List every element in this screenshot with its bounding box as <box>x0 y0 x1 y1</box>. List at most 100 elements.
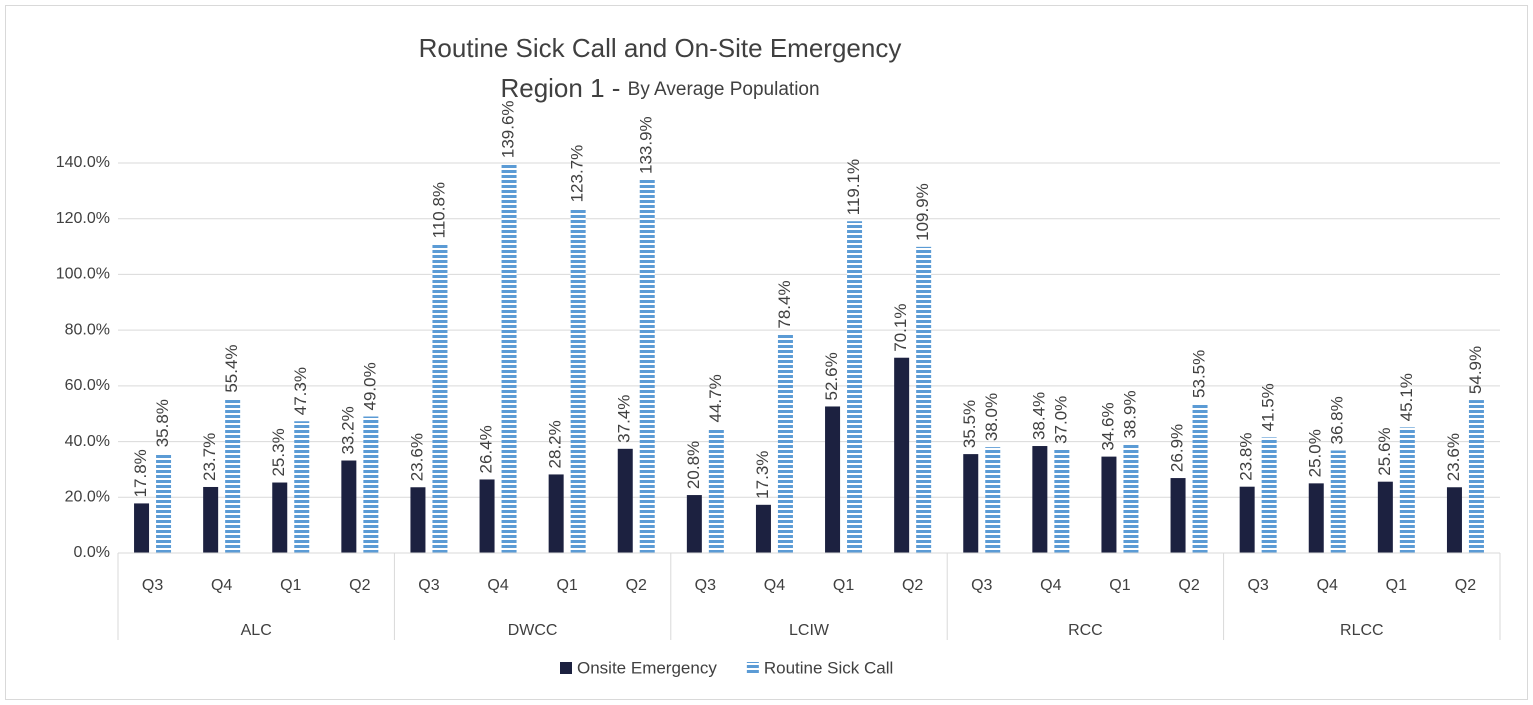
bar <box>708 428 724 553</box>
y-tick-label: 100.0% <box>56 266 110 283</box>
bar <box>1468 400 1484 553</box>
data-label: 44.7% <box>706 374 725 422</box>
data-label: 49.0% <box>360 362 379 410</box>
data-label: 23.6% <box>1444 433 1463 481</box>
data-label: 109.9% <box>913 183 932 241</box>
x-tick-label: Q1 <box>280 577 301 594</box>
y-tick-label: 0.0% <box>74 544 110 561</box>
bar <box>410 487 426 553</box>
bar <box>617 448 633 553</box>
data-label: 38.0% <box>982 393 1001 441</box>
bar <box>755 504 771 553</box>
legend-label: Onsite Emergency <box>577 658 717 677</box>
x-tick-label: Q4 <box>211 577 232 594</box>
bar <box>639 179 655 553</box>
x-tick-label: Q1 <box>1109 577 1130 594</box>
data-label: 38.4% <box>1029 392 1048 440</box>
data-label: 28.2% <box>546 420 565 468</box>
legend-swatch <box>560 662 572 674</box>
data-label: 26.4% <box>477 425 496 473</box>
data-label: 53.5% <box>1190 350 1209 398</box>
x-tick-label: Q2 <box>626 577 647 594</box>
data-label: 34.6% <box>1098 402 1117 450</box>
group-label: ALC <box>241 622 272 639</box>
data-label: 37.0% <box>1051 396 1070 444</box>
y-tick-label: 20.0% <box>65 489 110 506</box>
bar <box>916 246 932 553</box>
y-tick-label: 80.0% <box>65 321 110 338</box>
data-label: 78.4% <box>775 280 794 328</box>
data-label: 38.9% <box>1120 390 1139 438</box>
bar <box>1123 444 1139 553</box>
y-tick-label: 140.0% <box>56 154 110 171</box>
bar <box>847 221 863 553</box>
legend-swatch <box>746 662 759 674</box>
data-label: 45.1% <box>1397 373 1416 421</box>
data-label: 37.4% <box>615 395 634 443</box>
bar <box>134 503 150 553</box>
x-tick-label: Q3 <box>418 577 439 594</box>
bar <box>1054 449 1070 553</box>
x-tick-label: Q4 <box>487 577 508 594</box>
bar <box>570 208 586 553</box>
bar <box>1330 450 1346 553</box>
bar <box>963 454 979 553</box>
x-tick-label: Q3 <box>1247 577 1268 594</box>
y-tick-label: 60.0% <box>65 377 110 394</box>
chart-title: Routine Sick Call and On-Site Emergency <box>419 33 902 63</box>
bar <box>1261 437 1277 553</box>
data-label: 36.8% <box>1328 396 1347 444</box>
bar <box>1239 486 1255 553</box>
chart-subtitle: Region 1 - By Average Population <box>500 73 819 103</box>
group-label: RLCC <box>1340 622 1384 639</box>
x-tick-label: Q4 <box>1317 577 1338 594</box>
bar <box>1308 483 1324 553</box>
legend: Onsite Emergency Routine Sick Call <box>560 658 893 677</box>
data-label: 110.8% <box>429 182 448 238</box>
bar <box>777 334 793 553</box>
data-label: 133.9% <box>637 116 656 174</box>
x-tick-label: Q1 <box>833 577 854 594</box>
data-label: 17.8% <box>131 449 150 497</box>
x-tick-label: Q1 <box>1386 577 1407 594</box>
x-tick-label: Q1 <box>556 577 577 594</box>
x-tick-label: Q3 <box>142 577 163 594</box>
data-label: 35.8% <box>153 399 172 447</box>
bar <box>156 453 172 553</box>
bar <box>225 398 241 553</box>
data-label: 55.4% <box>222 344 241 392</box>
data-label: 70.1% <box>891 304 910 352</box>
bar <box>894 357 910 553</box>
x-tick-label: Q4 <box>1040 577 1061 594</box>
x-tick-label: Q2 <box>1455 577 1476 594</box>
bar <box>825 406 841 553</box>
x-tick-label: Q3 <box>971 577 992 594</box>
data-label: 20.8% <box>684 441 703 489</box>
bar <box>1192 403 1208 553</box>
bar <box>1032 446 1048 553</box>
data-label: 41.5% <box>1259 383 1278 431</box>
data-label: 23.7% <box>200 433 219 481</box>
bar <box>479 479 495 553</box>
bar <box>272 482 288 553</box>
x-tick-label: Q3 <box>695 577 716 594</box>
legend-label: Routine Sick Call <box>764 658 893 677</box>
data-label: 23.6% <box>407 433 426 481</box>
data-label: 52.6% <box>822 352 841 400</box>
bar <box>548 474 564 553</box>
bar <box>294 421 310 553</box>
group-label: RCC <box>1068 622 1103 639</box>
bar <box>1101 456 1117 553</box>
data-label: 123.7% <box>568 145 587 203</box>
subtitle-main: Region 1 - <box>500 73 627 103</box>
data-label: 47.3% <box>291 367 310 415</box>
data-label: 25.3% <box>269 428 288 476</box>
subtitle-detail: By Average Population <box>628 79 820 100</box>
bar <box>363 416 379 553</box>
bar <box>1446 487 1462 553</box>
bar <box>341 460 357 553</box>
bar <box>1399 427 1415 553</box>
bar <box>686 495 702 553</box>
data-label: 25.0% <box>1306 429 1325 477</box>
